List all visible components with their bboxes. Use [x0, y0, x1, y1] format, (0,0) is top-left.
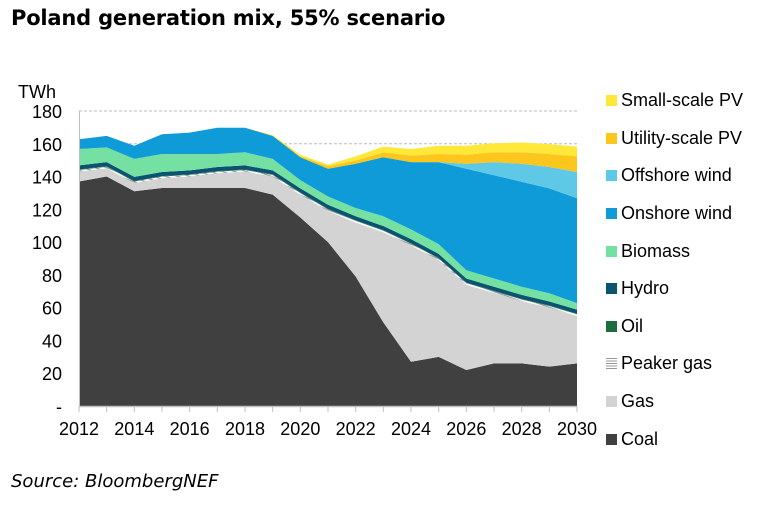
y-tick-label: -	[56, 397, 62, 417]
legend-label: Offshore wind	[621, 165, 732, 186]
y-tick-label: 40	[42, 331, 62, 351]
y-tick-label: 120	[32, 200, 62, 220]
legend: Small-scale PV Utility-scale PV Offshore w…	[606, 82, 743, 458]
legend-item-coal: Coal	[606, 420, 743, 458]
legend-swatch-hydro	[606, 283, 617, 295]
legend-label: Coal	[621, 428, 659, 449]
y-axis-label: TWh	[18, 82, 56, 102]
legend-label: Biomass	[621, 240, 691, 261]
y-tick-label: 60	[42, 299, 62, 319]
x-tick-label: 2024	[391, 419, 431, 439]
area-onshore-wind	[79, 127, 577, 304]
x-tick-label: 2014	[114, 419, 154, 439]
legend-item-oil: Oil	[606, 308, 743, 346]
legend-item-hydro: Hydro	[606, 270, 743, 308]
y-tick-label: 80	[42, 266, 62, 286]
legend-item-peaker-gas: Peaker gas	[606, 345, 743, 383]
x-tick-label: 2016	[170, 419, 210, 439]
x-tick-label: 2022	[336, 419, 376, 439]
legend-item-offshore-wind: Offshore wind	[606, 157, 743, 195]
area-small-scale-pv	[79, 127, 577, 167]
legend-item-small-scale-pv: Small-scale PV	[606, 82, 743, 120]
legend-swatch-peaker-gas	[606, 358, 617, 370]
legend-item-gas: Gas	[606, 383, 743, 421]
x-tick-label: 2030	[557, 419, 597, 439]
area-utility-scale-pv	[79, 127, 577, 172]
x-tick-label: 2026	[446, 419, 486, 439]
legend-item-biomass: Biomass	[606, 232, 743, 270]
legend-label: Small-scale PV	[621, 90, 744, 111]
legend-label: Gas	[621, 391, 655, 412]
legend-swatch-utility-scale-pv	[606, 132, 617, 144]
legend-swatch-coal	[606, 433, 617, 445]
chart-title: Poland generation mix, 55% scenario	[11, 6, 446, 30]
y-tick-label: 100	[32, 233, 62, 253]
area-biomass	[79, 147, 577, 310]
legend-label: Hydro	[621, 278, 670, 299]
legend-swatch-offshore-wind	[606, 170, 617, 182]
legend-item-onshore-wind: Onshore wind	[606, 195, 743, 233]
legend-label: Oil	[621, 315, 643, 336]
area-gas	[79, 168, 577, 370]
legend-swatch-biomass	[606, 245, 617, 257]
axes: 2012 2014 2016 2018 2020 2022 2024 2026 2028 2030…	[32, 102, 597, 439]
legend-swatch-oil	[606, 320, 617, 332]
y-tick-label: 160	[32, 135, 62, 155]
y-tick-label: 140	[32, 168, 62, 188]
area-peaker-gas	[79, 166, 577, 316]
y-tick-label: 180	[32, 102, 62, 122]
area-hydro	[79, 162, 577, 314]
source-note: Source: BloombergNEF	[11, 471, 219, 492]
x-tick-label: 2012	[59, 419, 99, 439]
x-tick-label: 2020	[280, 419, 320, 439]
legend-label: Utility-scale PV	[621, 127, 743, 148]
legend-item-utility-scale-pv: Utility-scale PV	[606, 120, 743, 158]
area-coal	[79, 176, 577, 406]
y-tick-label: 20	[42, 364, 62, 384]
legend-swatch-small-scale-pv	[606, 95, 617, 107]
x-tick-label: 2018	[225, 419, 265, 439]
legend-swatch-onshore-wind	[606, 208, 617, 220]
legend-label: Onshore wind	[621, 203, 733, 224]
legend-swatch-gas	[606, 396, 617, 408]
x-tick-label: 2028	[502, 419, 542, 439]
stacked-areas	[79, 127, 577, 406]
legend-label: Peaker gas	[621, 353, 713, 374]
